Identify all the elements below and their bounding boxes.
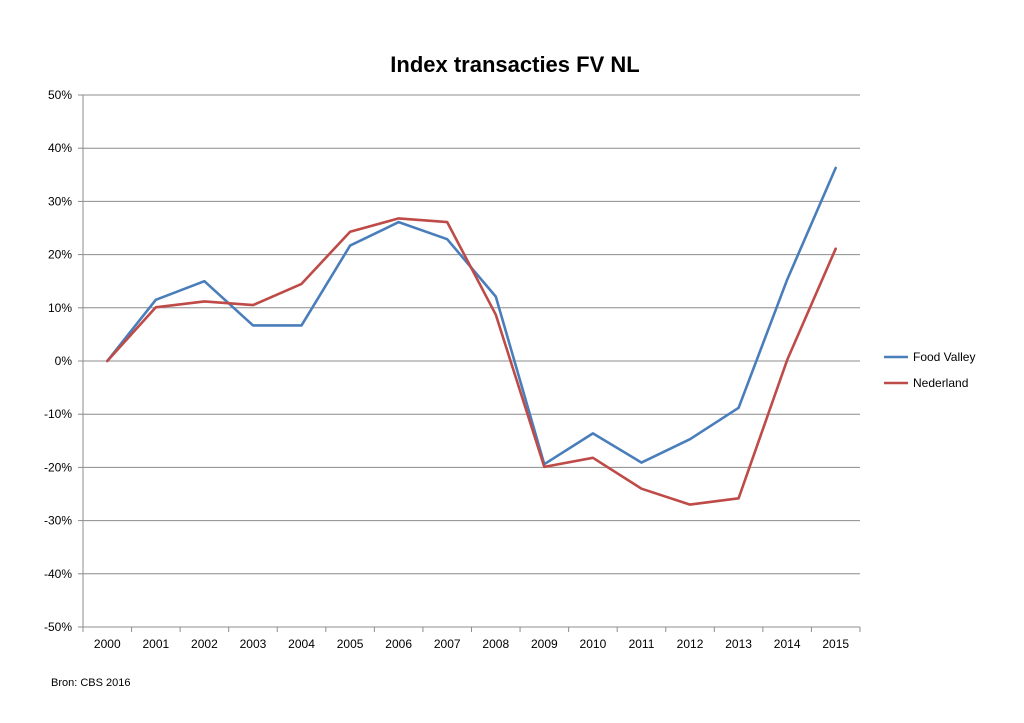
x-tick-label: 2003 [240,637,267,651]
y-tick-label: 40% [48,141,72,155]
y-tick-label: 50% [48,88,72,102]
x-tick-label: 2013 [725,637,752,651]
x-tick-label: 2014 [774,637,801,651]
legend-label-nederland: Nederland [913,376,968,390]
legend-label-food-valley: Food Valley [913,350,975,364]
legend: Food Valley Nederland [884,350,975,390]
x-tick-label: 2015 [822,637,849,651]
series-lines [106,166,838,506]
y-tick-label: -30% [44,514,72,528]
x-tick-label: 2005 [337,637,364,651]
axes [82,95,860,628]
x-tick-label: 2006 [385,637,412,651]
series-line-nederland [106,217,838,506]
source-note: Bron: CBS 2016 [51,677,131,689]
x-tick-label: 2004 [288,637,315,651]
y-tick-label: -50% [44,620,72,634]
x-tick-label: 2007 [434,637,461,651]
y-tick-label: -10% [44,407,72,421]
chart-title: Index transacties FV NL [390,52,639,77]
y-tick-label: -20% [44,460,72,474]
x-tick-label: 2002 [191,637,218,651]
x-tick-label: 2000 [94,637,121,651]
series-line-food-valley [106,166,838,466]
x-tick-label: 2012 [677,637,704,651]
gridlines [78,94,861,632]
x-axis-tick-labels: 2000 2001 2002 2003 2004 2005 2006 2007 2008 2009… [94,637,849,651]
y-tick-label: 20% [48,248,72,262]
y-tick-label: -40% [44,567,72,581]
y-axis-tick-labels: 50% 40% 30% 20% 10% 0% -10% -20% -30% -40% -50% [44,88,72,634]
y-tick-label: 0% [55,354,73,368]
x-tick-label: 2009 [531,637,558,651]
x-tick-label: 2008 [482,637,509,651]
y-tick-label: 10% [48,301,72,315]
y-tick-label: 30% [48,194,72,208]
x-tick-label: 2001 [142,637,169,651]
x-tick-label: 2011 [629,637,655,651]
x-tick-label: 2010 [580,637,607,651]
